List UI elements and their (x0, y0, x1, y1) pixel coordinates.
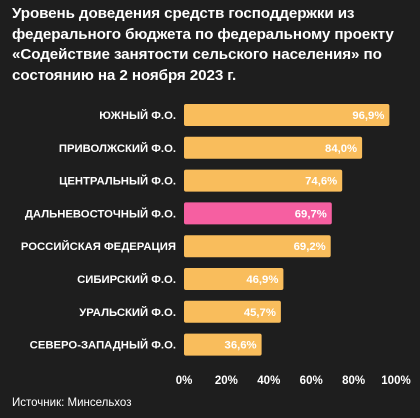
source-note: Источник: Минсельхоз (12, 397, 132, 409)
bar (184, 202, 332, 225)
value-label: 69,2% (294, 241, 326, 253)
value-label: 45,7% (244, 307, 276, 319)
value-label: 46,9% (246, 274, 278, 286)
category-label: ДАЛЬНЕВОСТОЧНЫЙ Ф.О. (25, 207, 176, 220)
bar (184, 169, 343, 192)
bar (184, 235, 331, 258)
bar (184, 136, 363, 159)
category-label: УРАЛЬСКИЙ Ф.О. (79, 306, 176, 319)
x-tick-label: 80% (342, 375, 365, 387)
x-tick-label: 20% (215, 375, 238, 387)
category-label: ПРИВОЛЖСКИЙ Ф.О. (59, 142, 176, 155)
bar (184, 268, 284, 290)
bar (184, 333, 262, 356)
value-label: 36,6% (225, 340, 257, 352)
category-label: ЦЕНТРАЛЬНЫЙ Ф.О. (59, 175, 176, 188)
category-label: РОССИЙСКАЯ ФЕДЕРАЦИЯ (21, 240, 176, 253)
bar (184, 300, 281, 323)
category-label: СЕВЕРО-ЗАПАДНЫЙ Ф.О. (30, 339, 176, 352)
category-label: ЮЖНЫЙ Ф.О. (99, 109, 176, 122)
chart-title: Уровень доведения средств господдержки и… (12, 5, 394, 84)
category-label: СИБИРСКИЙ Ф.О. (77, 273, 176, 286)
x-tick-label: 0% (176, 375, 193, 387)
category-labels: ЮЖНЫЙ Ф.О. ПРИВОЛЖСКИЙ Ф.О. ЦЕНТРАЛЬНЫЙ Ф.… (21, 109, 176, 352)
x-tick-label: 60% (300, 375, 323, 387)
x-axis-ticks: 0% 20% 40% 60% 80% 100% (176, 375, 411, 387)
bars-group (184, 104, 390, 356)
x-tick-label: 40% (257, 375, 280, 387)
x-tick-label: 100% (381, 375, 410, 387)
value-label: 96,9% (352, 110, 384, 122)
bar (184, 104, 390, 126)
value-label: 84,0% (325, 143, 357, 155)
value-label: 69,7% (295, 208, 327, 220)
value-labels: 96,9% 84,0% 74,6% 69,7% 69,2% 46,9% 45,7% 36,6% (225, 110, 385, 352)
value-label: 74,6% (305, 176, 337, 188)
